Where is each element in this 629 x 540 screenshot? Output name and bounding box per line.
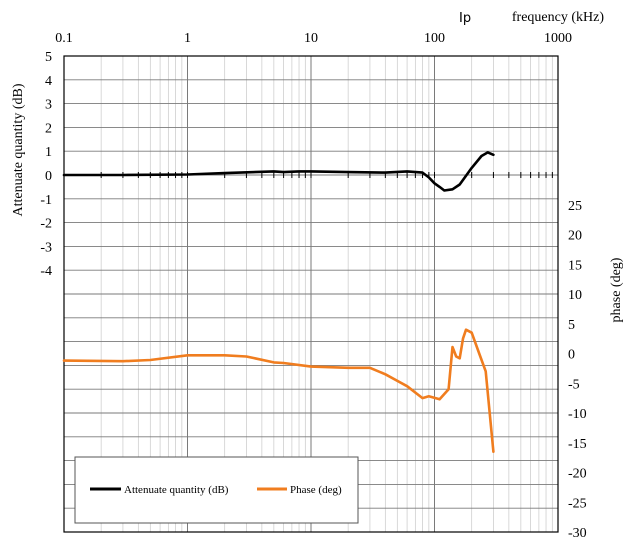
x-tick-label: 0.1 — [55, 31, 73, 46]
y-right-tick-label: 5 — [568, 318, 575, 333]
y-left-tick-label: 1 — [45, 145, 52, 160]
y-left-tick-label: 0 — [45, 169, 52, 184]
y-left-axis-title: Attenuate quantity (dB) — [11, 83, 26, 216]
x-tick-label: 10 — [304, 31, 318, 46]
y-right-tick-label: -15 — [568, 437, 587, 452]
legend: Attenuate quantity (dB) Phase (deg) — [74, 456, 359, 524]
legend-label-phase: Phase (deg) — [290, 484, 342, 496]
y-right-tick-label: 10 — [568, 288, 582, 303]
y-right-tick-label: -10 — [568, 407, 587, 422]
x-tick-label: 1000 — [544, 31, 572, 46]
y-left-tick-label: -4 — [40, 264, 52, 279]
y-left-tick-label: -2 — [40, 217, 52, 232]
y-right-tick-label: -30 — [568, 526, 587, 540]
x-axis-title: frequency (kHz) — [512, 10, 604, 25]
y-left-tick-label: 5 — [45, 50, 52, 65]
annotation-ip: Ip — [459, 11, 471, 26]
y-left-tick-label: 4 — [45, 74, 52, 89]
y-right-tick-label: -5 — [568, 377, 580, 392]
x-tick-label: 100 — [424, 31, 445, 46]
y-right-tick-label: 15 — [568, 258, 582, 273]
y-right-tick-label: -25 — [568, 496, 587, 511]
y-left-tick-label: -3 — [40, 240, 52, 255]
x-tick-label: 1 — [184, 31, 191, 46]
grid — [63, 55, 558, 533]
legend-label-attenuation: Attenuate quantity (dB) — [124, 484, 229, 496]
y-right-tick-label: 20 — [568, 229, 582, 244]
y-left-tick-label: -1 — [40, 193, 52, 208]
series — [62, 151, 495, 454]
ticks: 0.1 1 10 100 1000543210-1-2-3-42520151050-5-… — [40, 31, 586, 540]
legend-box — [74, 456, 359, 524]
y-right-tick-label: 0 — [568, 348, 575, 363]
y-left-tick-label: 3 — [45, 98, 52, 113]
y-right-tick-label: -20 — [568, 467, 587, 482]
plot-frame — [63, 55, 559, 533]
y-right-tick-label: 25 — [568, 199, 582, 214]
series-line-phase — [62, 328, 495, 454]
y-left-tick-label: 2 — [45, 121, 52, 136]
series-line-attenuation — [62, 151, 495, 192]
y-right-axis-title: phase (deg) — [609, 257, 624, 322]
